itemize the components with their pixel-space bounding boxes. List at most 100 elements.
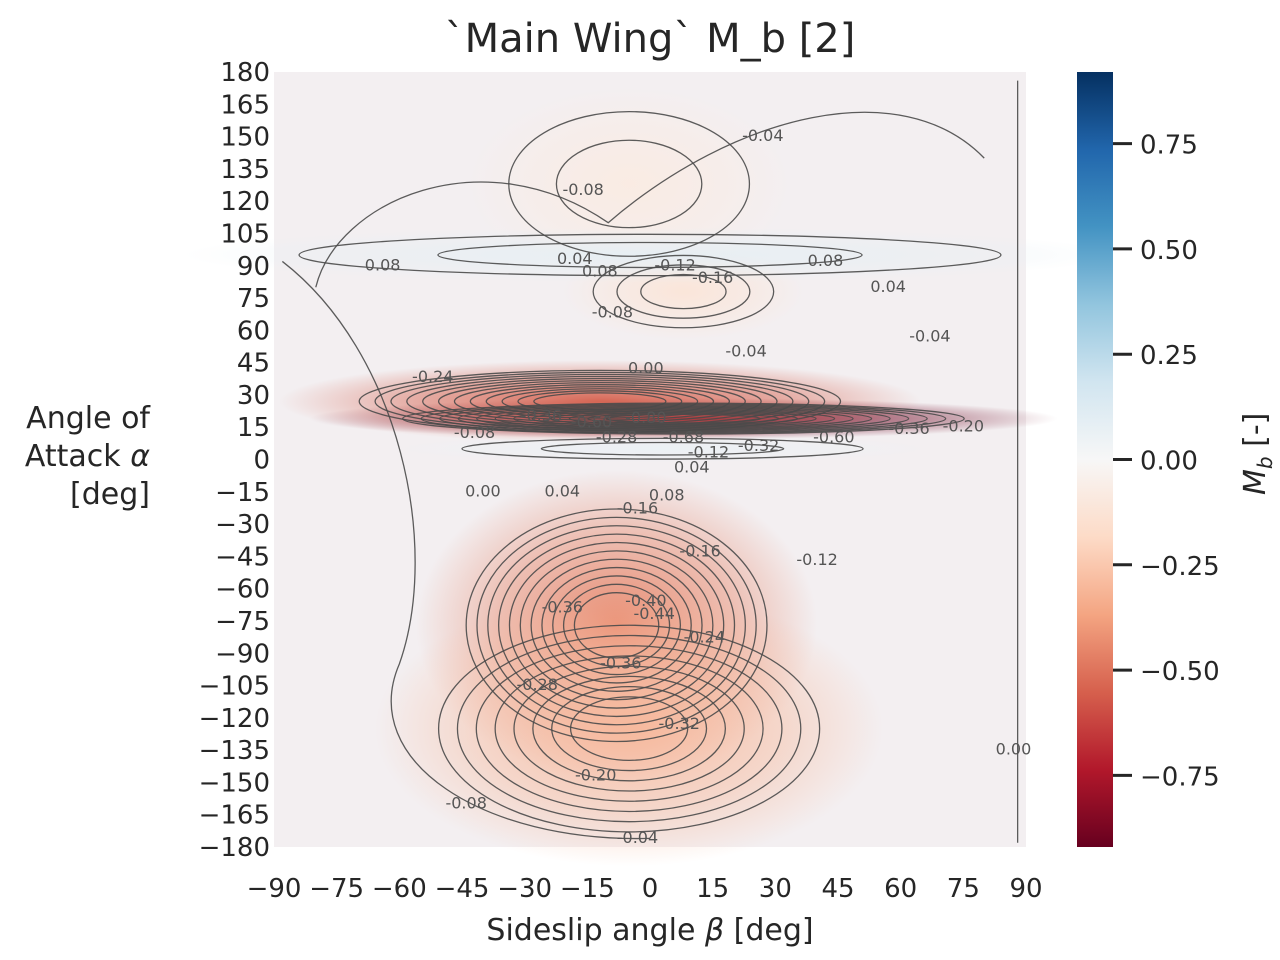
contour-line [475, 645, 783, 813]
colorbar [1077, 72, 1113, 847]
chart-title: `Main Wing` M_b [2] [444, 16, 856, 62]
colorbar-tick-label: 0.25 [1140, 341, 1198, 371]
colorbar-tick-label: −0.75 [1140, 762, 1220, 792]
contour-label: 0.00 [465, 481, 501, 500]
y-tick-label: −150 [199, 768, 270, 798]
contour-line [592, 254, 775, 329]
contour-label: 0.04 [544, 481, 580, 500]
x-tick-label: 30 [759, 874, 792, 904]
contour-label: -0.28 [596, 427, 637, 446]
x-tick-label: −90 [247, 874, 302, 904]
y-tick-label: −105 [199, 672, 270, 702]
contour-line [616, 264, 751, 319]
contour-line [532, 675, 727, 782]
x-tick-label: 15 [696, 874, 729, 904]
contour-line [494, 655, 764, 802]
contour-label: -0.08 [445, 793, 486, 812]
contour-label: 0.04 [557, 249, 593, 268]
contour-label: 0.08 [808, 251, 844, 270]
contour-label: -0.04 [742, 126, 783, 145]
contour-label: 0.08 [365, 255, 401, 274]
contour-line [640, 273, 727, 310]
contour-line [315, 111, 985, 288]
contour-line [541, 566, 692, 684]
contour-label: 0.00 [628, 359, 664, 378]
contour-label: -0.32 [738, 436, 779, 455]
heat-feature [375, 590, 884, 867]
x-axis-label-prefix: Sideslip angle [486, 913, 705, 948]
contour-line [485, 386, 715, 417]
contour-label: -0.68 [663, 427, 704, 446]
contour-line [555, 139, 703, 229]
contour-line [552, 575, 682, 676]
contour-label: -0.36 [888, 419, 929, 438]
y-tick-label: 135 [220, 155, 270, 185]
y-tick-label: 150 [220, 123, 270, 153]
contour-label: -0.40 [625, 591, 666, 610]
x-tick-label: 45 [821, 874, 854, 904]
y-axis-label-line2: Attack α [0, 438, 150, 476]
contour-line [456, 634, 802, 823]
contour-line [513, 665, 745, 792]
contour-line [498, 533, 736, 718]
y-tick-label: −75 [215, 607, 270, 637]
contour-label: -0.60 [813, 427, 854, 446]
x-tick-label: 60 [884, 874, 917, 904]
contour-line [437, 624, 821, 833]
contour-label: -0.04 [909, 326, 950, 345]
contour-line [465, 508, 768, 743]
contour-label: -0.24 [412, 367, 453, 386]
contour-label: -0.08 [454, 423, 495, 442]
x-axis-label-suffix: [deg] [724, 913, 814, 948]
contour-line [573, 592, 660, 659]
contour-label: -0.24 [684, 628, 725, 647]
x-axis-label-symbol: β [704, 913, 725, 948]
y-tick-label: 45 [237, 349, 270, 379]
y-tick-label: 75 [237, 284, 270, 314]
contour-line [298, 233, 1002, 277]
y-tick-label: −15 [215, 478, 270, 508]
contour-label: -0.20 [575, 765, 616, 784]
contour-line [437, 379, 762, 423]
y-tick-label: −60 [215, 575, 270, 605]
contour-label: -0.04 [617, 828, 658, 847]
x-tick-label: −60 [372, 874, 427, 904]
x-axis-label: Sideslip angle β [deg] [274, 912, 1026, 950]
contour-label: 0.04 [674, 458, 710, 477]
contour-label: -0.16 [692, 268, 733, 287]
y-axis-label: Angle of Attack α [deg] [0, 400, 150, 514]
contour-line [437, 241, 863, 269]
contour-line [519, 550, 714, 701]
y-tick-label: −180 [199, 833, 270, 863]
y-tick-label: 15 [237, 413, 270, 443]
x-tick-label: 0 [642, 874, 659, 904]
contour-line [461, 437, 864, 460]
y-tick-label: 165 [220, 90, 270, 120]
contour-label: -0.36 [521, 406, 562, 425]
heat-feature [395, 434, 930, 463]
x-tick-label: −75 [309, 874, 364, 904]
y-tick-label: 105 [220, 219, 270, 249]
contour-line [453, 381, 746, 421]
x-tick-label: −15 [560, 874, 615, 904]
contour-line [517, 390, 683, 413]
y-axis-label-prefix: Attack [24, 439, 131, 474]
x-tick-label: −45 [435, 874, 490, 904]
contour-label: -0.28 [516, 675, 557, 694]
contour-label: 0.08 [582, 262, 618, 281]
colorbar-tick-label: 0.75 [1140, 131, 1198, 161]
contour-line [281, 260, 651, 840]
contour-label: -0.20 [943, 417, 984, 436]
contour-label: -0.44 [633, 604, 674, 623]
y-tick-label: 90 [237, 252, 270, 282]
y-tick-label: 30 [237, 381, 270, 411]
contour-label: 0.08 [649, 486, 685, 505]
colorbar-tick-label: −0.50 [1140, 657, 1220, 687]
contour-label: -0.36 [542, 598, 583, 617]
contour-line [390, 373, 810, 429]
contour-line [508, 541, 725, 709]
contour-line [476, 516, 757, 734]
contour-line [530, 558, 703, 692]
colorbar-tick-label: 0.00 [1140, 447, 1198, 477]
